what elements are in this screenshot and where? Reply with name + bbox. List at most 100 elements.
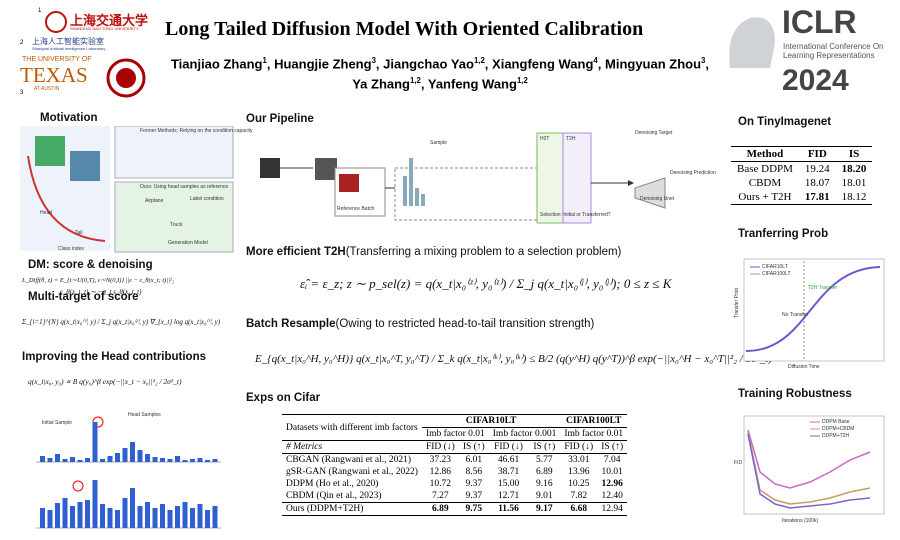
decor-bar [85,458,90,462]
heading: Exps on Cifar [246,392,321,404]
table-row: CBDM 18.07 18.01 [731,176,872,190]
decor-bar [122,448,128,462]
title: Long Tailed Diffusion Model With Oriente… [165,18,644,40]
table-cell: Ours (DDPM+T2H) [286,504,364,514]
table-cell: 18.07 [804,177,830,189]
decor-bar [115,453,120,462]
pku-emblem [106,58,146,98]
table-cell: CIFAR100LT [560,414,628,428]
heading: Our Pipeline [246,113,314,125]
head-bars [36,416,221,529]
table-cell: 9.37 [465,479,483,489]
table-row: # Metrics FID (↓) IS (↑) FID (↓) IS (↑) FID (… [282,440,628,454]
decor-bar [160,504,165,528]
table-row: Imb factor 0.01 Imb factor 0.001 Imb facto… [282,428,627,441]
table-row: gSR-GAN (Rangwani et al., 2022) 12.86 8.56… [282,466,627,478]
decor-bar [92,422,98,462]
heading-note: (Transferring a mixing problem to a sele… [345,246,622,258]
figure-label: Denoising Target [635,130,673,136]
table-cell: 10.72 [429,479,452,489]
author-name: Huangjie Zheng [274,56,372,72]
decor-bar [197,458,203,462]
table-cell: 6.89 [535,467,553,477]
figure-label: Denoising Prediction [670,170,716,176]
heading: Improving the Head contributions [22,351,207,363]
decor-bar [107,508,113,528]
table-cell: 7.27 [432,491,449,501]
authors: Ya Zhang1,2, Yanfeng Wang1,2 [165,76,715,91]
table-cell: 5.77 [535,455,553,465]
table-cell: 6.01 [465,455,483,465]
heading-text: Batch Resample [246,318,336,330]
table-cell: 38.71 [497,467,520,477]
legend-label: CIFAR10LT [762,264,788,270]
figure-label: Generation Model [168,240,208,246]
heading: On TinyImagenet [738,116,832,128]
decor-bar [212,506,218,528]
author-aff: 1 [262,56,267,65]
author-aff: 3 [701,56,706,65]
author-name: Mingyuan Zhou [605,56,702,72]
table-cell: # Metrics [286,442,323,452]
table-row: Ours (DDPM+T2H) 6.89 9.75 11.56 9.17 6.68 12.9… [282,502,628,516]
decor-bar [175,506,180,528]
table-cell: 15.00 [497,479,520,489]
equation: ε̂ᵢ = ε_z; z ∼ p_sel(z) = q(x_t|x₀⁽ᶻ⁾, y… [300,276,672,291]
equation: ε_θ(x_t, t) ∼ −σ_t s_θ(x_t, t) [60,288,142,296]
y-label: FID [734,460,743,466]
heading: Multi-target of score [28,291,139,303]
decor-bar [167,459,173,462]
decor-bar [152,508,158,528]
table-cell: 12.96 [601,479,623,489]
table-cell: Imb factor 0.001 [492,429,557,439]
iclr-head [729,17,775,68]
decor-bar [77,460,83,462]
table-cell: 17.81 [804,191,830,203]
robust-chart [743,415,885,515]
table-cell: 9.37 [465,491,483,501]
author-aff: 1,2 [516,76,528,85]
decor-bar [55,503,60,528]
decor-bar [100,459,105,462]
heading: Training Robustness [738,388,852,400]
ut-mid: TEXAS [20,63,88,87]
table-cell: IS [848,148,860,160]
figure-label: Airplane [145,198,164,204]
table-row: CBGAN (Rangwani et al., 2021) 37.23 6.01 46… [282,453,628,467]
equation: Σ_{i=1}^{N} q(x_t|x₀⁽ⁱ⁾, y) / Σ_j q(x_t|… [22,318,221,326]
tiny-table: Method FID IS Base DDPM 19.24 18.20 CBDM 18.07 1… [731,146,873,205]
decor-bar [145,454,150,462]
authors: Tianjiao Zhang1, Huangjie Zheng3, Jiangc… [165,56,715,71]
figure-label: H2T [540,136,550,142]
heading-text: More efficient T2H [246,246,346,258]
decor-bar [190,508,195,528]
table-row: Method FID IS [731,147,873,162]
table-row: Datasets with different imb factors CIFAR… [282,414,628,433]
author-aff: 1,2 [410,76,421,85]
y-label: Transfer Prob [734,287,741,319]
decor-bar [40,456,45,462]
heading: Motivation [40,112,98,124]
table-cell: FID (↓) [564,442,594,452]
figure-label: Head [40,210,52,216]
table-cell: 10.25 [568,479,590,489]
aff-num: 2 [20,40,24,46]
decor-bar [197,504,203,528]
motivation-figure [20,126,234,253]
author-aff: 4 [593,56,598,65]
table-cell: 8.56 [465,467,483,477]
table-cell: IS (↑) [533,442,556,452]
table-cell: FID [807,148,827,160]
decor-bar [205,460,210,462]
author-sep: , [375,56,380,72]
aff-num: 1 [38,8,42,14]
table-cell: gSR-GAN (Rangwani et al., 2022) [286,467,418,477]
heading-note: (Owing to restricted head-to-tail transi… [335,318,595,330]
iclr-year: 2024 [782,64,849,97]
author-name: Xiangfeng Wang [492,56,594,72]
table-cell: 18.20 [841,163,867,175]
decor-bar [55,454,60,462]
figure-label: Ours: Using head samples as reference [140,184,229,190]
decor-bar [137,450,143,462]
figure-label: Selection: Initial or Transferred? [540,212,611,218]
